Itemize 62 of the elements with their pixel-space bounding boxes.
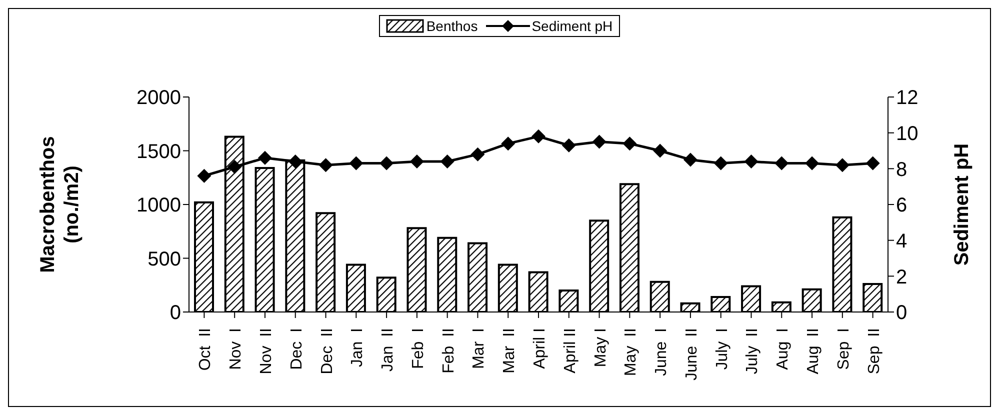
point bbox=[562, 138, 576, 152]
x-tick-label: Oct II bbox=[197, 328, 214, 371]
y2-tick-label: 10 bbox=[896, 122, 918, 145]
y2-tick-label: 6 bbox=[896, 194, 908, 217]
y-tick-label: 500 bbox=[148, 248, 181, 270]
x-tick-label: July II bbox=[744, 328, 762, 374]
y-axis-title: Macrobenthos (no./m2) bbox=[37, 136, 83, 273]
x-tick-label: Dec I bbox=[288, 328, 306, 370]
x-tick-label: July I bbox=[714, 328, 731, 370]
point bbox=[470, 147, 485, 162]
point bbox=[532, 129, 546, 144]
point bbox=[653, 144, 668, 158]
point bbox=[835, 158, 850, 172]
y2-tick-label: 0 bbox=[896, 302, 908, 324]
x-tick-label: Aug II bbox=[805, 328, 822, 374]
point bbox=[410, 154, 424, 168]
point bbox=[228, 160, 242, 174]
x-tick-label: Jan II bbox=[380, 328, 397, 372]
x-tick-label: Sep I bbox=[835, 328, 852, 370]
point bbox=[380, 156, 394, 170]
y2-tick-label: 4 bbox=[896, 230, 908, 252]
point bbox=[744, 154, 758, 168]
y2-axis-title: Sediment pH bbox=[951, 143, 973, 266]
x-tick-label: April I bbox=[532, 328, 548, 369]
point bbox=[622, 136, 637, 151]
x-tick-label: Sep II bbox=[866, 328, 883, 374]
y-tick-label: 1500 bbox=[136, 140, 181, 163]
point bbox=[714, 156, 728, 170]
point bbox=[318, 158, 333, 172]
x-tick-label: May II bbox=[622, 328, 640, 376]
y-tick-label: 0 bbox=[170, 302, 181, 324]
x-tick-label: June II bbox=[683, 328, 700, 380]
x-tick-label: Mar I bbox=[470, 328, 488, 369]
point bbox=[288, 154, 302, 168]
point bbox=[440, 154, 454, 168]
y2-tick-label: 2 bbox=[896, 266, 908, 288]
y2-tick-label: 12 bbox=[896, 87, 918, 110]
x-tick-label: Nov I bbox=[228, 328, 245, 370]
legend-label: Sediment pH bbox=[532, 18, 613, 34]
y-tick-label: 2000 bbox=[136, 87, 181, 110]
y-tick-label: 1000 bbox=[136, 194, 181, 217]
x-tick-label: June I bbox=[653, 328, 670, 376]
x-tick-label: Aug I bbox=[774, 328, 792, 370]
x-tick-label: Jan I bbox=[349, 328, 366, 368]
x-tick-label: Nov II bbox=[258, 328, 275, 374]
x-tick-label: May I bbox=[592, 328, 610, 368]
x-tick-label: April II bbox=[562, 328, 579, 374]
point bbox=[592, 134, 606, 149]
point bbox=[683, 152, 698, 167]
point bbox=[349, 156, 364, 170]
x-tick-label: Dec II bbox=[318, 328, 336, 374]
x-tick-label: Mar II bbox=[501, 328, 518, 374]
point bbox=[197, 168, 212, 183]
point bbox=[501, 136, 516, 151]
point bbox=[774, 156, 789, 170]
point bbox=[258, 150, 272, 165]
x-tick-label: Feb II bbox=[440, 328, 458, 374]
legend-label: Benthos bbox=[426, 18, 478, 34]
y2-tick-label: 8 bbox=[896, 158, 908, 181]
point bbox=[866, 156, 880, 170]
x-tick-label: Feb I bbox=[410, 328, 427, 369]
point bbox=[805, 156, 820, 170]
